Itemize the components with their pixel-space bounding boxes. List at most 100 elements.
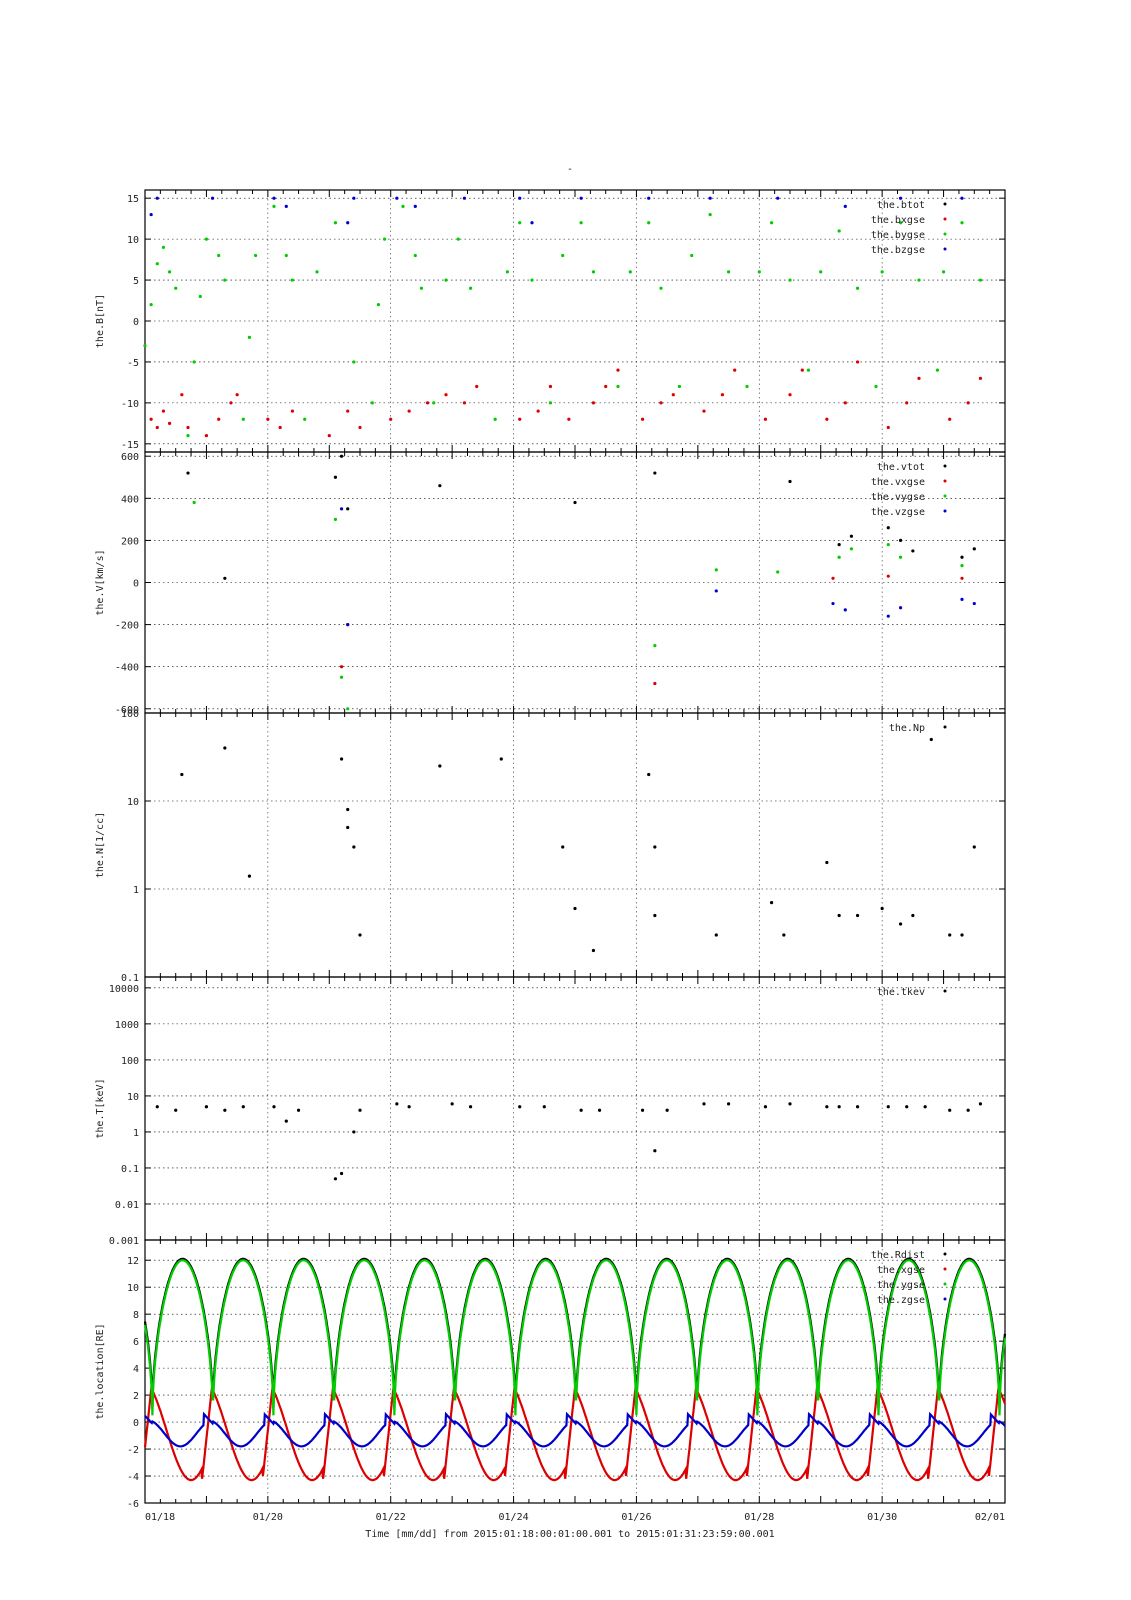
data-point [690, 253, 694, 258]
panel-frame [144, 1239, 1006, 1504]
x-tick-label: 01/26 [621, 1512, 651, 1523]
data-point [825, 1105, 829, 1109]
data-point [284, 253, 288, 258]
data-point [217, 417, 221, 421]
y-tick-label: -5 [127, 358, 139, 369]
data-point [241, 417, 245, 421]
data-point [966, 401, 970, 405]
data-point [628, 270, 632, 274]
data-point [389, 417, 393, 421]
data-point [223, 278, 227, 282]
data-point [898, 922, 903, 926]
legend-entry: the.vxgse [871, 477, 925, 488]
data-point [229, 401, 233, 405]
y-tick-label: 10 [127, 235, 139, 246]
data-point [192, 500, 196, 505]
data-point [948, 933, 952, 937]
y-tick-label: 10000 [109, 984, 139, 995]
data-point [161, 409, 166, 413]
data-point [960, 597, 964, 601]
y-tick-label: 4 [133, 1364, 139, 1375]
data-point [290, 409, 295, 413]
y-tick-label: 400 [121, 494, 139, 505]
data-point [143, 343, 147, 348]
panel-3: 0.1 1 10 100 the.N[1/cc] the.Np [95, 709, 1006, 984]
x-tick-label: 02/01 [975, 1512, 1005, 1523]
y-tick-label: -6 [127, 1499, 139, 1510]
data-point [898, 196, 903, 200]
x-tick-label: 01/18 [145, 1512, 175, 1523]
data-point [296, 1108, 301, 1112]
legend-marker [943, 989, 947, 993]
data-point [763, 1105, 768, 1109]
data-point [843, 401, 847, 405]
legend-entry: the.tkev [877, 987, 925, 998]
data-point [855, 1105, 860, 1109]
legend-entry: the.bygse [871, 230, 925, 241]
panel-2: -600 -400 -200 0 200 400 600 the.V[km/s] the.vto… [95, 451, 1006, 716]
x-tick-label: 01/20 [253, 1512, 283, 1523]
y-axis-label: the.B[nT] [95, 294, 106, 348]
data-point [886, 1105, 890, 1109]
data-point [640, 1108, 645, 1112]
data-point [174, 1108, 178, 1112]
data-point [708, 196, 712, 200]
data-point [653, 681, 657, 686]
data-point [266, 417, 270, 421]
y-tick-label: 10 [127, 1092, 139, 1103]
data-point [714, 589, 718, 593]
data-point [223, 576, 227, 580]
data-point [346, 409, 350, 413]
data-point [604, 384, 608, 389]
data-point [960, 576, 964, 580]
legend-marker [943, 725, 947, 729]
data-point [444, 278, 448, 282]
data-point [837, 229, 841, 233]
data-point [186, 434, 190, 438]
legend-entry: the.zgse [877, 1295, 925, 1306]
data-point [346, 707, 350, 711]
data-point [941, 270, 946, 274]
data-point [917, 278, 921, 282]
data-point [591, 948, 596, 953]
data-point [180, 772, 184, 777]
data-point [782, 933, 786, 937]
data-point [978, 278, 983, 282]
data-point [241, 1105, 245, 1109]
data-point [561, 253, 565, 258]
x-tick-label: 01/28 [744, 1512, 774, 1523]
data-point [972, 845, 976, 849]
data-point [702, 1102, 706, 1106]
data-point [579, 196, 583, 200]
data-point [456, 237, 460, 241]
data-point [825, 860, 829, 865]
data-point [855, 360, 860, 364]
data-point [855, 913, 860, 918]
y-tick-label: 1000 [115, 1020, 139, 1031]
data-point [339, 757, 344, 761]
data-point [339, 507, 344, 511]
data-point [425, 401, 430, 405]
data-point [382, 237, 387, 241]
y-tick-label: -600 [115, 705, 139, 716]
data-point [284, 1119, 288, 1123]
data-point [419, 286, 424, 290]
y-tick-label: 0.001 [109, 1236, 139, 1247]
y-tick-label: 5 [133, 276, 139, 287]
legend-entry: the.vtot [877, 462, 925, 473]
y-tick-label: 0.1 [121, 1164, 139, 1175]
y-tick-label: 0 [133, 1418, 139, 1429]
data-point [499, 757, 503, 761]
data-point [413, 204, 417, 208]
data-point [303, 417, 307, 421]
data-point [346, 622, 350, 627]
data-point [898, 538, 903, 543]
data-point [579, 1108, 583, 1112]
y-tick-label: -4 [127, 1472, 139, 1483]
legend-entry: the.vygse [871, 492, 925, 503]
data-point [874, 384, 878, 389]
data-point [149, 417, 153, 421]
data-point [149, 303, 153, 307]
legend-entry: the.bzgse [871, 245, 925, 256]
data-point [653, 845, 657, 849]
